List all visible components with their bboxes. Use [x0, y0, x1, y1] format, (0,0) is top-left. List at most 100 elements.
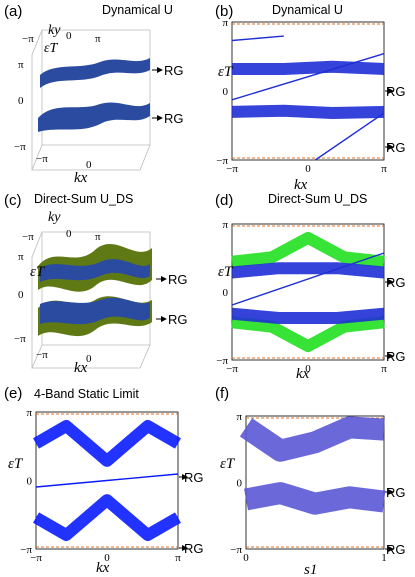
rg-label-e-0: RG	[184, 470, 204, 485]
ytick-a-1: 0	[66, 30, 72, 42]
plot-frame	[231, 223, 385, 361]
ytick-0: π	[236, 411, 242, 423]
ztick-a-1: 0	[18, 95, 24, 107]
ylabel-b: εT	[218, 64, 234, 80]
rg-label-f-0: RG	[386, 485, 406, 500]
ylabel-e: εT	[8, 456, 24, 472]
rg-label-e-1: RG	[184, 541, 204, 556]
panel-label-a: (a)	[4, 3, 22, 20]
band-series-0	[232, 60, 385, 75]
ztick-a-0: π	[18, 59, 24, 71]
panel-c: (c) Direct-Sum U_DS εT ky −π 0 π π 0 −π …	[4, 192, 188, 376]
ytick-2: −π	[216, 355, 228, 367]
band-series-0	[231, 231, 385, 268]
xtick-2: π	[175, 552, 181, 564]
panel-label-d: (d)	[215, 192, 233, 209]
panel-label-f: (f)	[215, 385, 229, 402]
ytick-1: 0	[223, 287, 229, 299]
ylabel-d: εT	[218, 264, 234, 280]
zlabel-a: εT	[44, 41, 59, 56]
rg-label-f-1: RG	[386, 542, 406, 557]
xtick-a-0: −π	[36, 153, 48, 165]
panel-label-b: (b)	[215, 3, 233, 20]
surface-blue-upper-c	[40, 259, 150, 282]
ytick-1: 0	[223, 86, 229, 98]
panel-label-c: (c)	[4, 192, 22, 209]
xtick-2: π	[381, 363, 387, 375]
xtick-1: 0	[305, 163, 311, 175]
xtick-0: 0	[243, 552, 249, 564]
plot-area-e: −π 0 π π 0 −π	[20, 407, 188, 564]
band-series-1	[244, 482, 386, 515]
xlabel-b: kx	[294, 177, 308, 193]
panel-e: (e) 4-Band Static Limit −π 0 π π 0 −π εT kx R…	[4, 385, 204, 576]
ytick-2: −π	[216, 155, 228, 167]
band-series-1	[231, 104, 385, 119]
ztick-c-1: 0	[18, 289, 24, 301]
band-series-2	[231, 262, 385, 279]
ytick-1: 0	[27, 476, 33, 488]
ylabel-c: ky	[48, 210, 61, 225]
band-series-0	[239, 416, 385, 462]
ytick-c-2: π	[95, 231, 101, 243]
band-series-3	[231, 307, 385, 324]
surface-upper-a	[40, 58, 150, 88]
xlabel-c: kx	[74, 360, 88, 376]
ytick-0: π	[222, 17, 228, 29]
line-series-2	[35, 473, 179, 488]
xtick-0: −π	[30, 552, 42, 564]
xtick-0: −π	[226, 363, 238, 375]
surface-lower-a	[38, 102, 150, 132]
panel-d: (d) Direct-Sum U_DS −π 0 π π 0 −π εT kx RG RG	[215, 192, 406, 382]
ytick-0: π	[26, 407, 32, 419]
line-series-4	[314, 112, 385, 161]
plot-frame	[35, 411, 179, 550]
xtick-a-1: 0	[86, 159, 92, 171]
xlabel-e: kx	[96, 560, 110, 576]
surface-box-a	[31, 29, 151, 171]
ylabel-f: εT	[220, 456, 236, 472]
plot-frame	[245, 415, 385, 550]
rg-label-b-1: RG	[386, 140, 406, 155]
xlabel-f: s1	[304, 562, 317, 577]
xtick-1: 1	[381, 552, 387, 564]
plot-area-b: −π 0 π π 0 −π	[216, 17, 394, 175]
rg-label-d-1: RG	[386, 349, 406, 364]
xtick-c-0: −π	[36, 349, 48, 361]
panel-a: (a) Dynamical U εT ky −π 0 π π 0 −π −π 0…	[4, 3, 184, 186]
xlabel-a: kx	[74, 170, 88, 186]
ytick-c-1: 0	[66, 228, 72, 240]
ylabel-a: ky	[48, 23, 61, 38]
ytick-c-0: −π	[22, 231, 34, 243]
panel-label-e: (e)	[4, 385, 22, 402]
panel-title-b: Dynamical U	[272, 3, 343, 17]
surface-blue-lower-c	[40, 297, 150, 325]
xtick-1: 0	[104, 552, 110, 564]
rg-label-d-0: RG	[386, 275, 406, 290]
band-series-1	[231, 316, 385, 353]
ytick-2: −π	[230, 544, 242, 556]
plot-area-f: 0 1π0−π	[230, 411, 394, 564]
panel-f: (f) 0 1π0−π εT s1 RG RG	[215, 385, 406, 577]
zlabel-c: εT	[30, 264, 46, 280]
ytick-a-0: −π	[22, 33, 34, 45]
panel-b: (b) Dynamical U −π 0 π π 0 −π εT kx RG RG	[215, 3, 406, 193]
line-series-4	[231, 252, 385, 306]
xlabel-d: kx	[296, 366, 310, 382]
ztick-c-2: −π	[14, 333, 26, 345]
ytick-1: 0	[237, 478, 243, 490]
panel-title-a: Dynamical U	[102, 3, 173, 17]
xtick-1: 0	[305, 363, 311, 375]
rg-label-b-0: RG	[386, 84, 406, 99]
ytick-a-2: π	[95, 33, 101, 45]
line-series-2	[231, 35, 284, 42]
ztick-c-0: π	[18, 251, 24, 263]
plot-area-d: −π 0 π π 0 −π	[216, 219, 394, 375]
ytick-2: −π	[20, 544, 32, 556]
xtick-2: π	[381, 163, 387, 175]
line-series-3	[231, 52, 385, 101]
ytick-0: π	[222, 219, 228, 231]
panel-title-c: Direct-Sum U_DS	[34, 192, 133, 206]
xtick-c-1: 0	[86, 353, 92, 365]
